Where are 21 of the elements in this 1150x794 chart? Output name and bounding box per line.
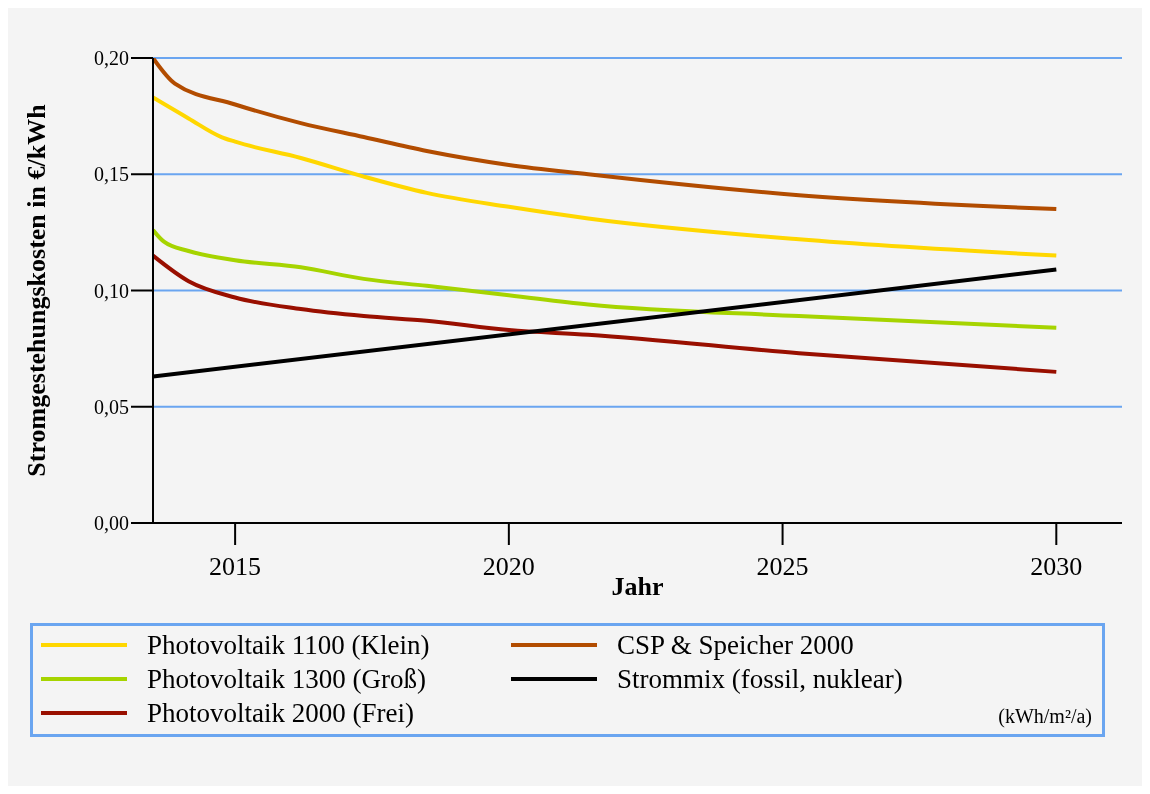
line-series [153, 95, 1059, 258]
x-tick-label: 2015 [209, 552, 262, 582]
y-tick-label: 0,10 [94, 279, 129, 302]
x-tick-label: 2020 [482, 552, 535, 582]
line-series [153, 253, 1059, 374]
legend-label: CSP & Speicher 2000 [617, 629, 854, 661]
x-axis-title: Jahr [611, 572, 664, 601]
y-tick-label: 0,00 [94, 512, 129, 535]
x-tick-label: 2030 [1030, 552, 1083, 582]
legend-label: Photovoltaik 2000 (Frei) [147, 697, 414, 729]
line-series [153, 58, 1059, 212]
legend-label: Photovoltaik 1100 (Klein) [147, 629, 430, 661]
legend-label: Photovoltaik 1300 (Groß) [147, 663, 426, 695]
line-series [153, 228, 1059, 330]
legend-label: Strommix (fossil, nuklear) [617, 663, 903, 695]
y-tick-label: 0,20 [94, 47, 129, 70]
x-tick-label: 2025 [756, 552, 809, 582]
text: (kWh/m²/a) [998, 705, 1092, 728]
y-axis-title: Stromgestehungskosten in €/kWh [22, 103, 52, 477]
y-tick-label: 0,15 [94, 163, 129, 186]
y-tick-label: 0,05 [94, 395, 129, 418]
